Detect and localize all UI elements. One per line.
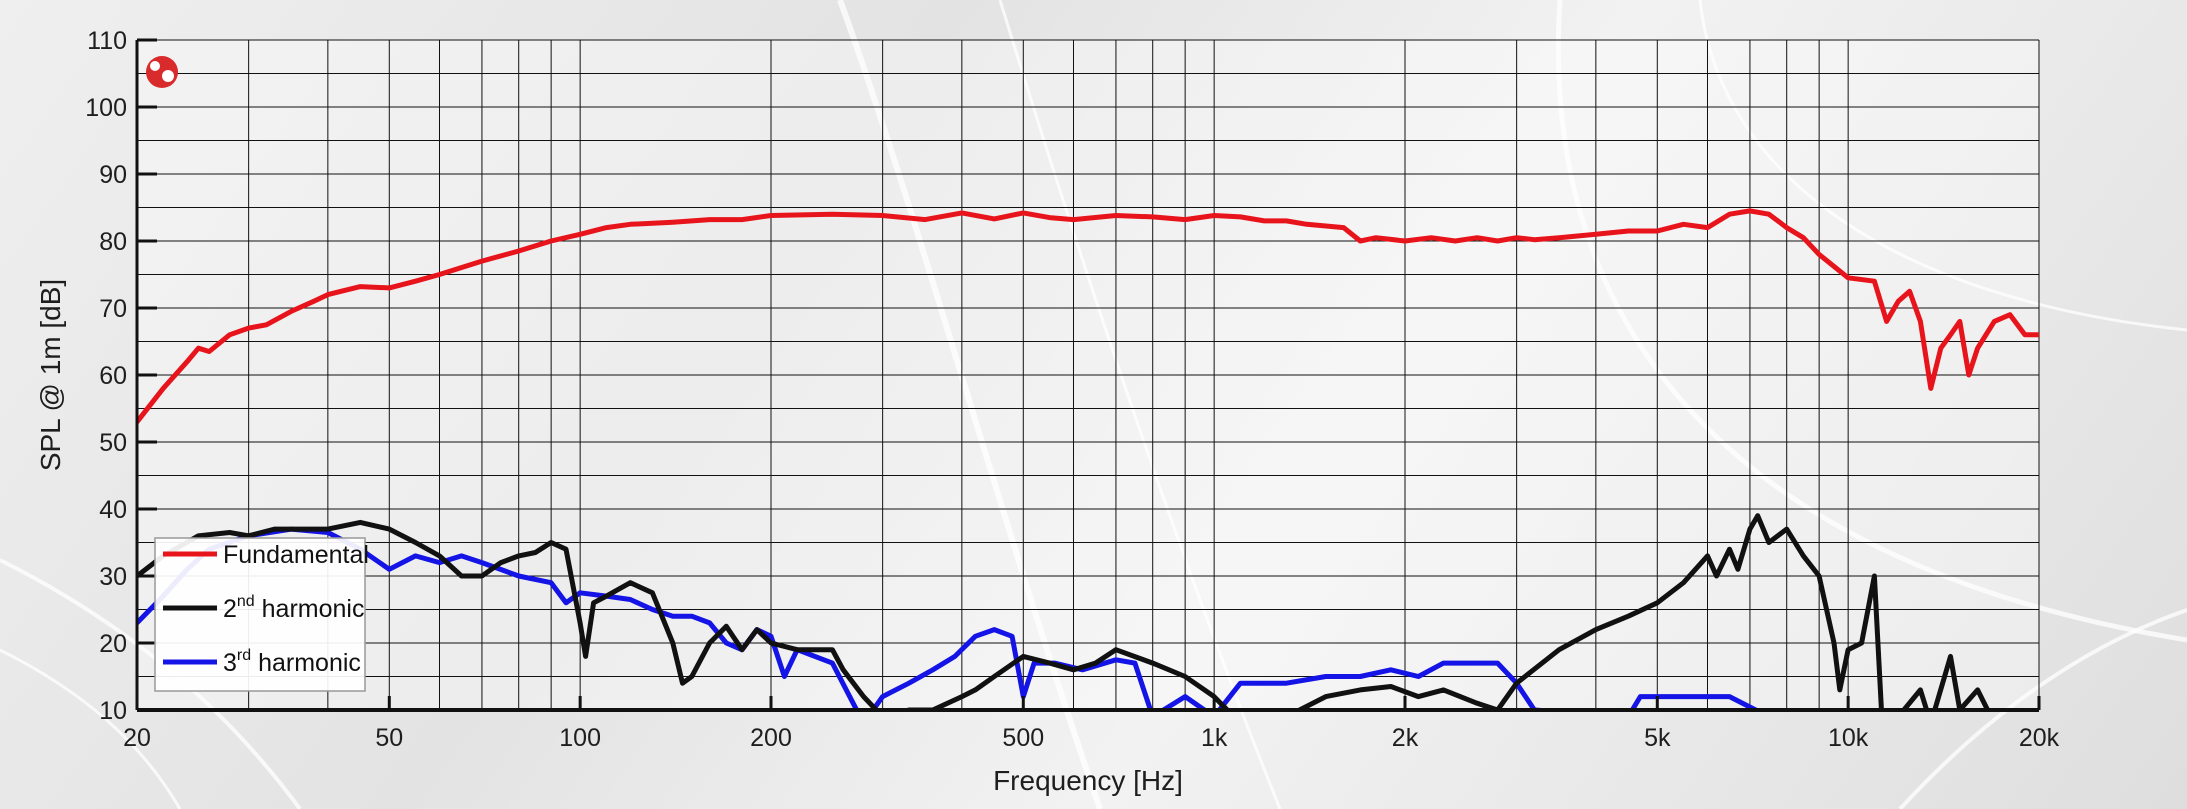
x-tick-label: 50 (375, 724, 403, 752)
series-line-2 (137, 513, 1990, 708)
x-axis-title: Frequency [Hz] (993, 765, 1183, 796)
y-tick-label: 90 (99, 161, 127, 189)
legend-label: 2nd harmonic (223, 593, 364, 623)
x-tick-label: 20k (2019, 724, 2060, 752)
y-tick-label: 60 (99, 362, 127, 390)
x-tick-label: 200 (750, 724, 792, 752)
y-axis-title: SPL @ 1m [dB] (35, 279, 66, 471)
y-tick-label: 10 (99, 697, 127, 725)
brand-logo-icon (146, 56, 178, 88)
legend-label: Fundamental (223, 541, 369, 569)
y-tick-label: 100 (85, 94, 127, 122)
x-tick-label: 1k (1201, 724, 1228, 752)
y-tick-label: 80 (99, 228, 127, 256)
legend-label: 3rd harmonic (223, 647, 361, 677)
y-tick-label: 50 (99, 429, 127, 457)
x-tick-label: 10k (1828, 724, 1869, 752)
x-tick-labels: 20 50 100 200 500 1k 2k 5k 10k 20k (123, 696, 2060, 752)
y-tick-labels: 10 20 30 40 50 60 70 80 90 100 110 (85, 27, 157, 725)
x-tick-label: 2k (1392, 724, 1419, 752)
x-tick-label: 5k (1644, 724, 1671, 752)
series-line-1 (137, 208, 2039, 425)
x-tick-label: 100 (559, 724, 601, 752)
x-tick-label: 500 (1002, 724, 1044, 752)
legend-box (154, 537, 366, 692)
major-gridlines (137, 39, 2039, 711)
y-tick-label: 110 (87, 27, 127, 55)
y-tick-label: 40 (99, 496, 127, 524)
data-series (137, 208, 2039, 708)
y-tick-label: 20 (99, 630, 127, 658)
legend: Fundamental 2nd harmonic 3rd harmonic (154, 537, 369, 692)
y-tick-label: 30 (99, 563, 127, 591)
y-tick-label: 70 (99, 295, 127, 323)
x-tick-label: 20 (123, 724, 151, 752)
